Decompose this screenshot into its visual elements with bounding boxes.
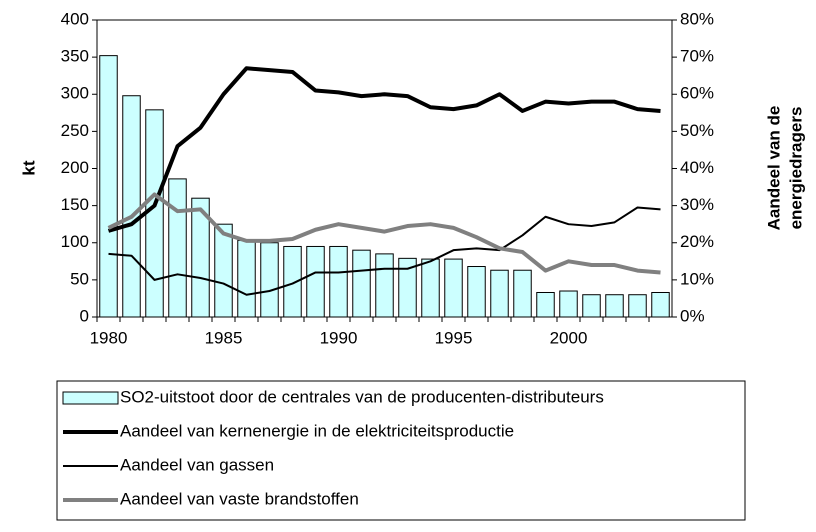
y2-tick-label: 50%: [680, 121, 714, 140]
y2-tick-label: 20%: [680, 232, 714, 251]
y-tick-label: 250: [61, 121, 89, 140]
x-tick-label: 1995: [435, 328, 473, 347]
y-tick-label: 0: [80, 306, 89, 325]
bar: [214, 223, 233, 318]
bar: [536, 291, 555, 318]
bar: [559, 290, 578, 318]
y2-axis-label: energiedragers: [786, 107, 805, 230]
line-series: [107, 66, 661, 233]
y2-axis-label: Aandeel van de: [764, 106, 783, 231]
bar: [651, 291, 670, 318]
y2-tick-label: 60%: [680, 84, 714, 103]
y-tick-label: 50: [70, 269, 89, 288]
line-series: [107, 192, 661, 275]
bar: [145, 109, 164, 318]
y-tick-label: 100: [61, 232, 89, 251]
x-tick-label: 2000: [550, 328, 588, 347]
bar: [99, 55, 118, 318]
bar: [122, 95, 141, 318]
legend-label: SO2-uitstoot door de centrales van de pr…: [120, 387, 604, 406]
legend-label: Aandeel van gassen: [120, 455, 274, 474]
line-series: [108, 206, 661, 296]
bar: [352, 249, 371, 318]
legend: [56, 380, 746, 521]
bar: [306, 245, 325, 318]
y-tick-label: 150: [61, 195, 89, 214]
y2-tick-label: 10%: [680, 269, 714, 288]
y-tick-label: 400: [61, 9, 89, 28]
x-tick-label: 1990: [320, 328, 358, 347]
y-tick-label: 300: [61, 84, 89, 103]
x-tick-label: 1980: [90, 328, 128, 347]
bar: [582, 294, 601, 318]
bar: [628, 294, 647, 318]
legend-swatch: [62, 391, 119, 405]
y2-tick-label: 70%: [680, 47, 714, 66]
y2-tick-label: 40%: [680, 158, 714, 177]
y-tick-label: 350: [61, 47, 89, 66]
y-axis-label: kt: [19, 160, 38, 175]
bar: [329, 245, 348, 318]
bar: [260, 242, 279, 318]
x-tick-label: 1985: [205, 328, 243, 347]
bar: [237, 240, 256, 318]
bar: [513, 269, 532, 318]
y-tick-label: 200: [61, 158, 89, 177]
bar: [375, 253, 394, 318]
bar: [168, 178, 187, 318]
legend-label: Aandeel van kernenergie in de elektricit…: [120, 421, 514, 440]
legend-label: Aandeel van vaste brandstoffen: [120, 489, 359, 508]
bar: [490, 269, 509, 318]
bar: [467, 266, 486, 318]
y2-tick-label: 80%: [680, 9, 714, 28]
bar: [605, 294, 624, 318]
y2-tick-label: 0%: [680, 306, 705, 325]
bar: [444, 258, 463, 318]
bar: [421, 258, 440, 318]
y2-tick-label: 30%: [680, 195, 714, 214]
